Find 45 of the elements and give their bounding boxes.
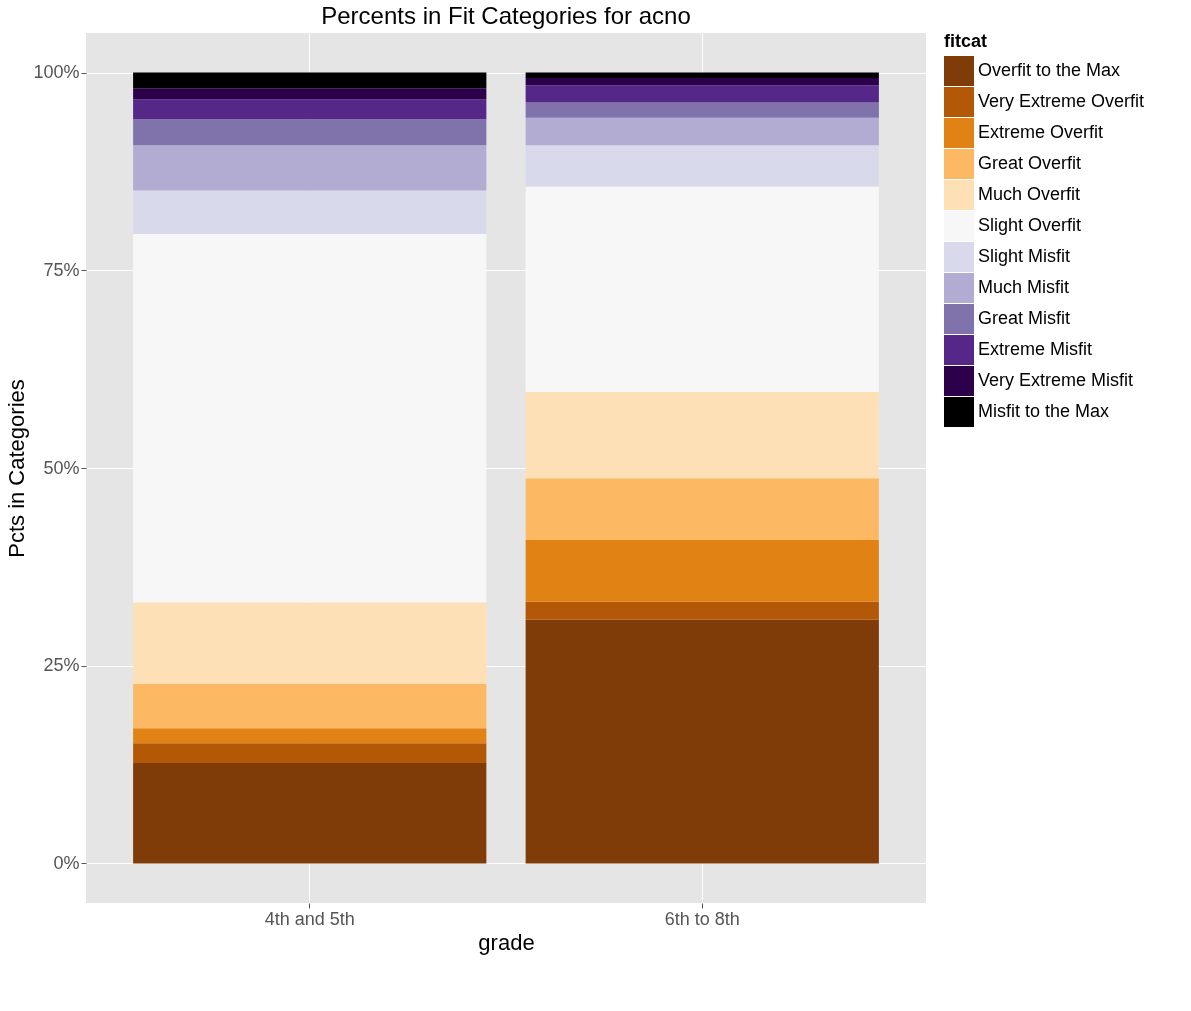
legend-label: Great Misfit [978, 308, 1071, 328]
legend-label: Extreme Overfit [978, 122, 1104, 142]
bar [525, 78, 879, 86]
legend-label: Very Extreme Overfit [978, 91, 1145, 111]
bar [133, 728, 487, 744]
legend-label: Much Overfit [978, 184, 1081, 204]
legend-title: fitcat [944, 31, 988, 51]
legend-label: Much Misfit [978, 277, 1070, 297]
chart-title: Percents in Fit Categories for acno [321, 2, 691, 29]
bar [525, 85, 879, 103]
bar [133, 763, 487, 864]
bar [133, 683, 487, 729]
legend-label: Slight Overfit [978, 215, 1082, 235]
bar [133, 743, 487, 764]
bar [133, 602, 487, 684]
y-tick-label: 0% [53, 852, 80, 873]
bar [525, 72, 879, 79]
legend-label: Great Overfit [978, 153, 1082, 173]
bar [133, 145, 487, 191]
bar [525, 102, 879, 118]
bar [133, 88, 487, 100]
x-tick-label: 4th and 5th [264, 908, 355, 929]
x-tick-label: 6th to 8th [664, 908, 740, 929]
bar [133, 190, 487, 234]
legend-label: Overfit to the Max [978, 60, 1121, 80]
bar [525, 601, 879, 620]
legend-label: Slight Misfit [978, 246, 1071, 266]
bar [133, 72, 487, 89]
bar [133, 99, 487, 120]
legend-label: Misfit to the Max [978, 401, 1110, 421]
y-axis-title: Pcts in Categories [4, 379, 30, 558]
bar [525, 619, 879, 864]
legend-label: Extreme Misfit [978, 339, 1093, 359]
bar [525, 117, 879, 146]
bar [133, 119, 487, 146]
x-axis-title: grade [478, 929, 535, 955]
bar [525, 145, 879, 187]
legend-label: Very Extreme Misfit [978, 370, 1134, 390]
y-tick-label: 50% [43, 457, 80, 478]
y-tick-label: 100% [33, 62, 80, 83]
bar [525, 478, 879, 540]
y-tick-label: 25% [43, 655, 80, 676]
y-tick-label: 75% [43, 259, 80, 280]
bar [525, 539, 879, 602]
bar [525, 392, 879, 479]
